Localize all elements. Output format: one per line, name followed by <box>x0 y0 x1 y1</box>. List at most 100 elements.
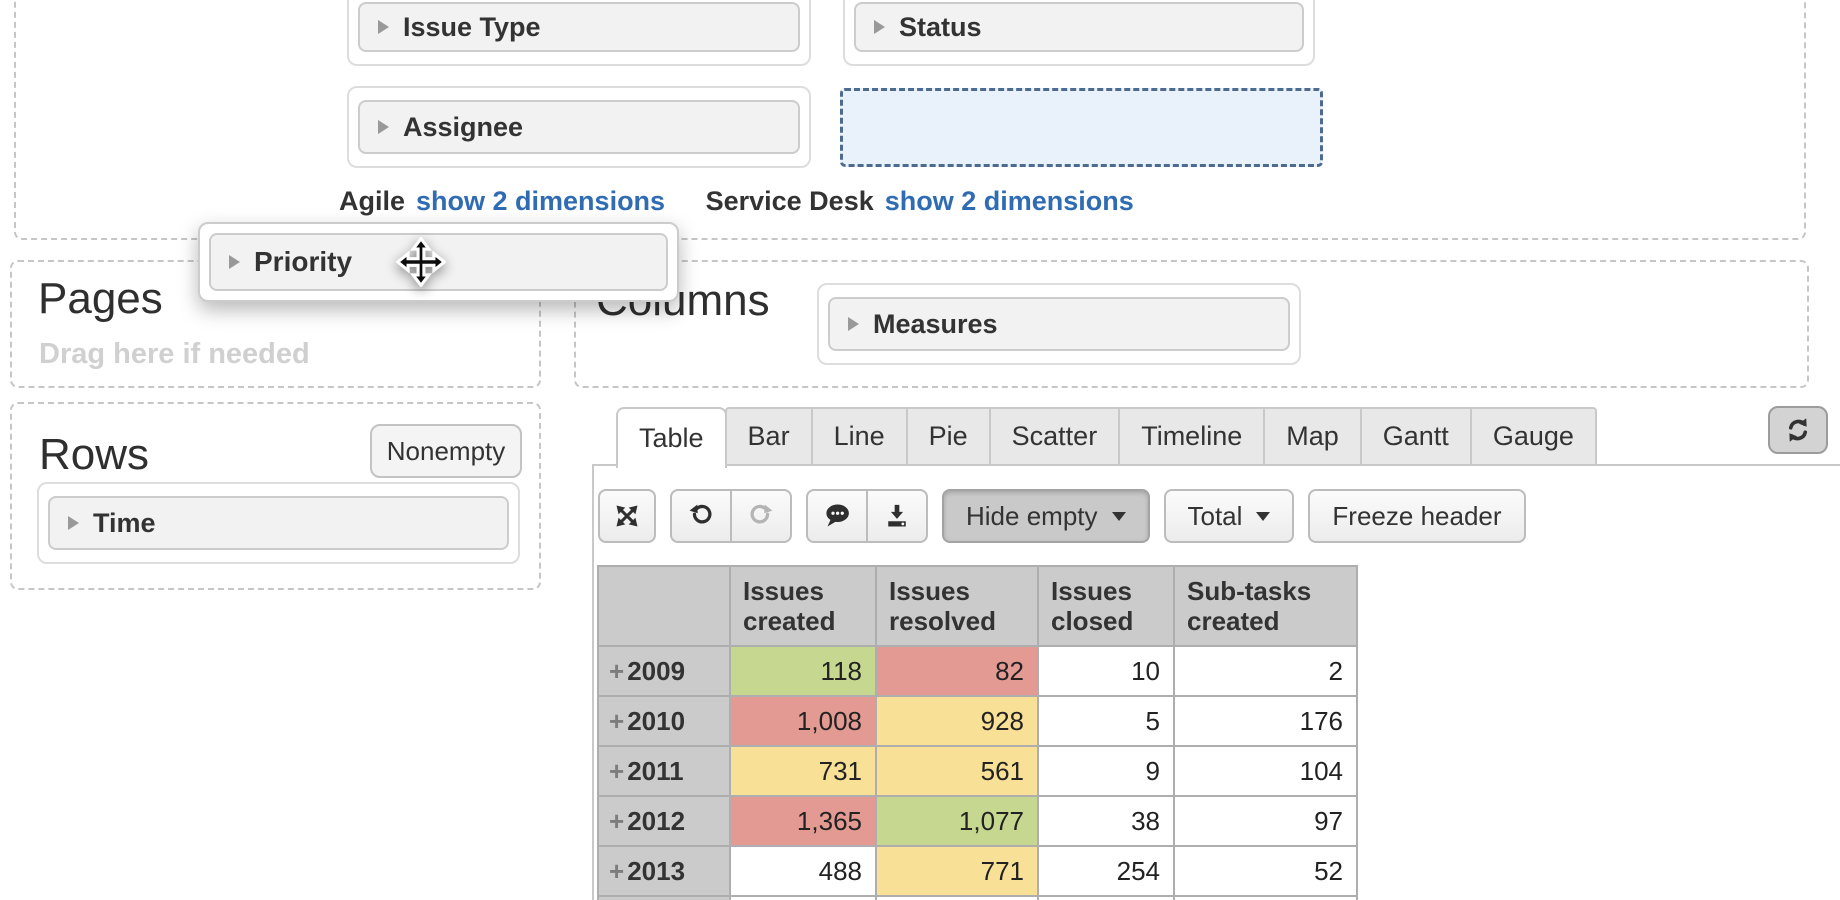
column-header-issues-resolved[interactable]: Issues resolved <box>875 565 1039 647</box>
cell[interactable]: 731 <box>729 745 877 797</box>
header-row: Issues created Issues resolved Issues cl… <box>597 565 1358 647</box>
column-header-subtasks-created[interactable]: Sub-tasks created <box>1173 565 1358 647</box>
rows-zone[interactable]: Rows <box>10 402 541 590</box>
cell[interactable]: 254 <box>1037 845 1175 897</box>
group-agile-label: Agile <box>339 186 406 216</box>
dimension-label: Measures <box>873 308 998 339</box>
nonempty-toggle-button[interactable]: Nonempty <box>370 424 522 478</box>
dimension-issue-type-wrapper: Issue Type <box>347 0 811 66</box>
cell[interactable]: 561 <box>875 745 1039 797</box>
tab-map[interactable]: Map <box>1263 407 1362 466</box>
dimension-groups-row: Agile show 2 dimensions Service Desk show … <box>339 186 1134 217</box>
hide-empty-label: Hide empty <box>966 500 1098 531</box>
table-row: +2013 488 771 254 52 <box>597 845 1358 897</box>
export-download-button[interactable] <box>866 489 928 543</box>
dimension-measures[interactable]: Measures <box>828 297 1290 351</box>
cell[interactable]: 176 <box>1173 695 1358 747</box>
cell[interactable]: 10 <box>1037 645 1175 697</box>
freeze-header-button[interactable]: Freeze header <box>1308 489 1526 543</box>
cell[interactable]: 97 <box>1173 795 1358 847</box>
tab-bar[interactable]: Bar <box>724 407 813 466</box>
dimension-label: Time <box>93 507 156 538</box>
expand-arrow-icon <box>68 516 79 530</box>
expand-arrow-icon <box>874 20 885 34</box>
expand-plus-icon[interactable]: + <box>609 855 625 886</box>
table-toolbar: Hide empty Total Freeze header <box>598 489 1526 543</box>
row-header-2010[interactable]: +2010 <box>597 695 731 747</box>
cell[interactable]: 1,365 <box>729 795 877 847</box>
tab-pie[interactable]: Pie <box>905 407 991 466</box>
chart-type-tabs: Table Bar Line Pie Scatter Timeline Map … <box>616 407 1597 468</box>
tab-line[interactable]: Line <box>810 407 908 466</box>
dimension-assignee-wrapper: Assignee <box>347 86 811 168</box>
tab-gauge[interactable]: Gauge <box>1469 407 1597 466</box>
column-header-issues-created[interactable]: Issues created <box>729 565 877 647</box>
expand-maximize-button[interactable] <box>598 489 656 543</box>
dimension-status-wrapper: Status <box>843 0 1315 66</box>
expand-plus-icon[interactable]: + <box>609 755 625 786</box>
download-icon <box>888 504 906 527</box>
caret-down-icon <box>1256 511 1271 521</box>
dimension-measures-wrapper: Measures <box>817 283 1301 365</box>
row-header-2011[interactable]: +2011 <box>597 745 731 797</box>
cell[interactable]: 104 <box>1173 745 1358 797</box>
hide-empty-dropdown[interactable]: Hide empty <box>942 489 1150 543</box>
comment-export-group <box>806 489 928 543</box>
row-header-2013[interactable]: +2013 <box>597 845 731 897</box>
row-header-2009[interactable]: +2009 <box>597 645 731 697</box>
dimension-time[interactable]: Time <box>48 496 509 550</box>
group-service-desk-label: Service Desk <box>705 186 874 216</box>
undo-redo-group <box>670 489 792 543</box>
cell[interactable]: 1,008 <box>729 695 877 747</box>
comments-button[interactable] <box>806 489 868 543</box>
cell[interactable]: 771 <box>875 845 1039 897</box>
expand-plus-icon[interactable]: + <box>609 655 625 686</box>
cell[interactable]: 9 <box>1037 745 1175 797</box>
cell[interactable]: 1,077 <box>875 795 1039 847</box>
show-service-desk-dimensions-link[interactable]: show 2 dimensions <box>884 186 1134 216</box>
cell[interactable]: 928 <box>875 695 1039 747</box>
dragged-dimension-priority[interactable]: Priority <box>198 222 679 302</box>
row-header-partial <box>597 895 731 900</box>
table-row: +2012 1,365 1,077 38 97 <box>597 795 1358 847</box>
dimensions-drop-zone <box>14 0 1806 240</box>
total-dropdown[interactable]: Total <box>1163 489 1295 543</box>
dimension-issue-type[interactable]: Issue Type <box>358 2 800 52</box>
expand-plus-icon[interactable]: + <box>609 705 625 736</box>
table-row: +2010 1,008 928 5 176 <box>597 695 1358 747</box>
refresh-button[interactable] <box>1768 406 1828 454</box>
undo-button[interactable] <box>670 489 732 543</box>
expand-arrow-icon <box>848 317 859 331</box>
refresh-icon <box>1788 418 1808 442</box>
column-header-issues-closed[interactable]: Issues closed <box>1037 565 1175 647</box>
cell[interactable]: 118 <box>729 645 877 697</box>
expand-arrow-icon <box>229 255 240 269</box>
dimension-drop-target-highlight[interactable] <box>840 88 1323 167</box>
cell[interactable]: 82 <box>875 645 1039 697</box>
tab-table[interactable]: Table <box>616 407 727 468</box>
dimension-label: Status <box>899 11 982 42</box>
cell[interactable]: 5 <box>1037 695 1175 747</box>
cell[interactable]: 2 <box>1173 645 1358 697</box>
tab-timeline[interactable]: Timeline <box>1118 407 1266 466</box>
tab-gantt[interactable]: Gantt <box>1359 407 1472 466</box>
pivot-table: Issues created Issues resolved Issues cl… <box>597 565 1358 900</box>
total-label: Total <box>1187 500 1243 531</box>
pages-placeholder: Drag here if needed <box>39 338 310 370</box>
tab-scatter[interactable]: Scatter <box>988 407 1121 466</box>
rows-title: Rows <box>39 430 150 479</box>
cell[interactable]: 38 <box>1037 795 1175 847</box>
show-agile-dimensions-link[interactable]: show 2 dimensions <box>416 186 666 216</box>
redo-button[interactable] <box>730 489 792 543</box>
table-row: +2009 118 82 10 2 <box>597 645 1358 697</box>
row-header-2012[interactable]: +2012 <box>597 795 731 847</box>
cell[interactable]: 488 <box>729 845 877 897</box>
corner-cell <box>597 565 731 647</box>
move-cursor-icon <box>396 237 446 287</box>
dimension-assignee[interactable]: Assignee <box>358 100 800 154</box>
dimension-status[interactable]: Status <box>854 2 1304 52</box>
expand-plus-icon[interactable]: + <box>609 805 625 836</box>
caret-down-icon <box>1111 511 1126 521</box>
cell[interactable]: 52 <box>1173 845 1358 897</box>
